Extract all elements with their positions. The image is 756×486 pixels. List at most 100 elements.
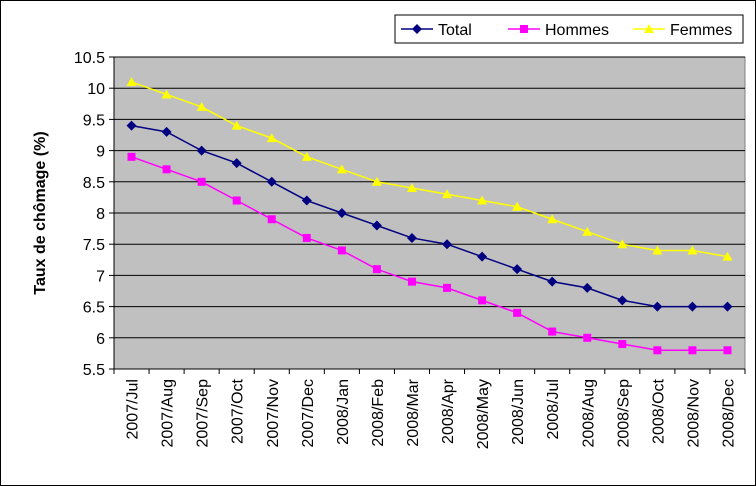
series-line	[131, 124, 728, 308]
series-line	[131, 81, 728, 258]
diamond-marker	[161, 126, 172, 137]
x-axis-ticks: 2007/Jul 2007/Aug 2007/Sep 2007/Oct 2007/Nov…	[113, 369, 746, 449]
diamond-marker	[652, 301, 663, 312]
diamond-marker	[336, 208, 347, 218]
triangle-marker	[477, 195, 488, 205]
x-tick-label: 2007/Nov	[265, 379, 282, 448]
x-tick-label: 2008/Jun	[510, 379, 527, 445]
legend-label: Total	[438, 22, 472, 39]
diamond-marker	[547, 276, 558, 287]
diamond-marker	[582, 282, 593, 293]
diamond-marker	[301, 195, 312, 206]
series-layer	[126, 76, 733, 355]
x-tick-label: 2008/Jul	[545, 379, 562, 440]
triangle-marker	[687, 245, 698, 255]
y-tick-label: 9	[96, 144, 105, 161]
square-marker	[583, 333, 592, 342]
triangle-marker	[301, 151, 312, 161]
square-marker	[372, 265, 381, 274]
diamond-marker	[687, 301, 698, 312]
legend-box	[394, 14, 744, 44]
diamond-marker	[406, 232, 417, 243]
square-marker	[302, 233, 311, 242]
y-tick-label: 6.5	[83, 300, 105, 317]
diamond-marker	[722, 301, 733, 312]
legend-label: Hommes	[545, 22, 609, 39]
x-tick-label: 2008/Aug	[580, 379, 597, 448]
y-tick-label: 10	[87, 81, 105, 98]
y-tick-label: 7	[96, 268, 105, 285]
x-tick-label: 2008/Jan	[335, 379, 352, 445]
square-marker	[232, 196, 241, 205]
x-tick-label: 2008/May	[475, 379, 492, 449]
series-hommes	[127, 152, 732, 355]
triangle-marker	[722, 251, 733, 261]
y-axis-ticks: 5.5 6 6.5 7 7.5 8 8.5 9 9.5 10 10.5	[74, 50, 114, 379]
square-marker	[513, 308, 522, 317]
diamond-marker	[231, 158, 242, 169]
x-tick-label: 2007/Sep	[195, 379, 212, 448]
diamond-marker	[196, 145, 207, 156]
x-tick-label: 2007/Oct	[230, 378, 247, 443]
x-tick-label: 2008/Dec	[720, 379, 737, 448]
x-tick-label: 2007/Dec	[300, 379, 317, 448]
triangle-marker	[406, 183, 417, 193]
diamond-marker	[371, 220, 382, 231]
square-marker	[478, 296, 487, 305]
square-marker	[688, 346, 697, 355]
x-tick-label: 2007/Aug	[160, 379, 177, 448]
y-tick-label: 10.5	[74, 50, 105, 67]
diamond-marker	[442, 239, 453, 250]
square-marker	[162, 165, 171, 174]
diamond-marker	[477, 251, 488, 262]
triangle-marker	[231, 120, 242, 130]
square-marker	[407, 277, 416, 286]
square-marker	[197, 177, 206, 186]
square-marker	[723, 346, 732, 355]
triangle-marker	[442, 189, 453, 199]
diamond-marker	[512, 264, 523, 275]
diamond-marker	[126, 120, 137, 131]
square-marker	[337, 246, 346, 255]
legend-label: Femmes	[670, 22, 732, 39]
triangle-marker	[161, 89, 172, 99]
triangle-marker	[617, 239, 628, 249]
triangle-marker	[512, 201, 523, 211]
triangle-marker	[644, 24, 654, 33]
x-tick-label: 2008/Apr	[440, 378, 457, 444]
x-tick-label: 2007/Jul	[125, 379, 142, 440]
y-tick-label: 5.5	[83, 362, 105, 379]
series-total	[126, 120, 733, 312]
x-tick-label: 2008/Oct	[650, 378, 667, 443]
triangle-marker	[547, 214, 558, 224]
triangle-marker	[266, 133, 277, 143]
triangle-marker	[652, 245, 663, 255]
gridlines	[114, 56, 745, 339]
square-marker	[618, 340, 627, 349]
x-tick-label: 2008/Nov	[685, 379, 702, 448]
square-marker	[520, 25, 528, 33]
x-tick-label: 2008/Feb	[370, 379, 387, 447]
triangle-marker	[196, 101, 207, 111]
y-tick-label: 6	[96, 331, 105, 348]
square-marker	[548, 327, 557, 336]
triangle-marker	[126, 76, 137, 86]
x-tick-label: 2008/Mar	[405, 378, 422, 446]
series-femmes	[126, 76, 733, 261]
diamond-marker	[617, 295, 628, 306]
y-tick-label: 7.5	[83, 237, 105, 254]
square-marker	[653, 346, 662, 355]
diamond-marker	[412, 24, 422, 34]
legend: Total Hommes Femmes	[394, 14, 744, 44]
square-marker	[443, 283, 452, 292]
x-tick-label: 2008/Sep	[615, 379, 632, 448]
series-line	[131, 156, 728, 352]
triangle-marker	[371, 176, 382, 186]
square-marker	[267, 215, 276, 224]
y-tick-label: 9.5	[83, 112, 105, 129]
y-axis-label: Taux de chômage (%)	[32, 131, 49, 294]
y-tick-label: 8.5	[83, 175, 105, 192]
square-marker	[127, 152, 136, 161]
